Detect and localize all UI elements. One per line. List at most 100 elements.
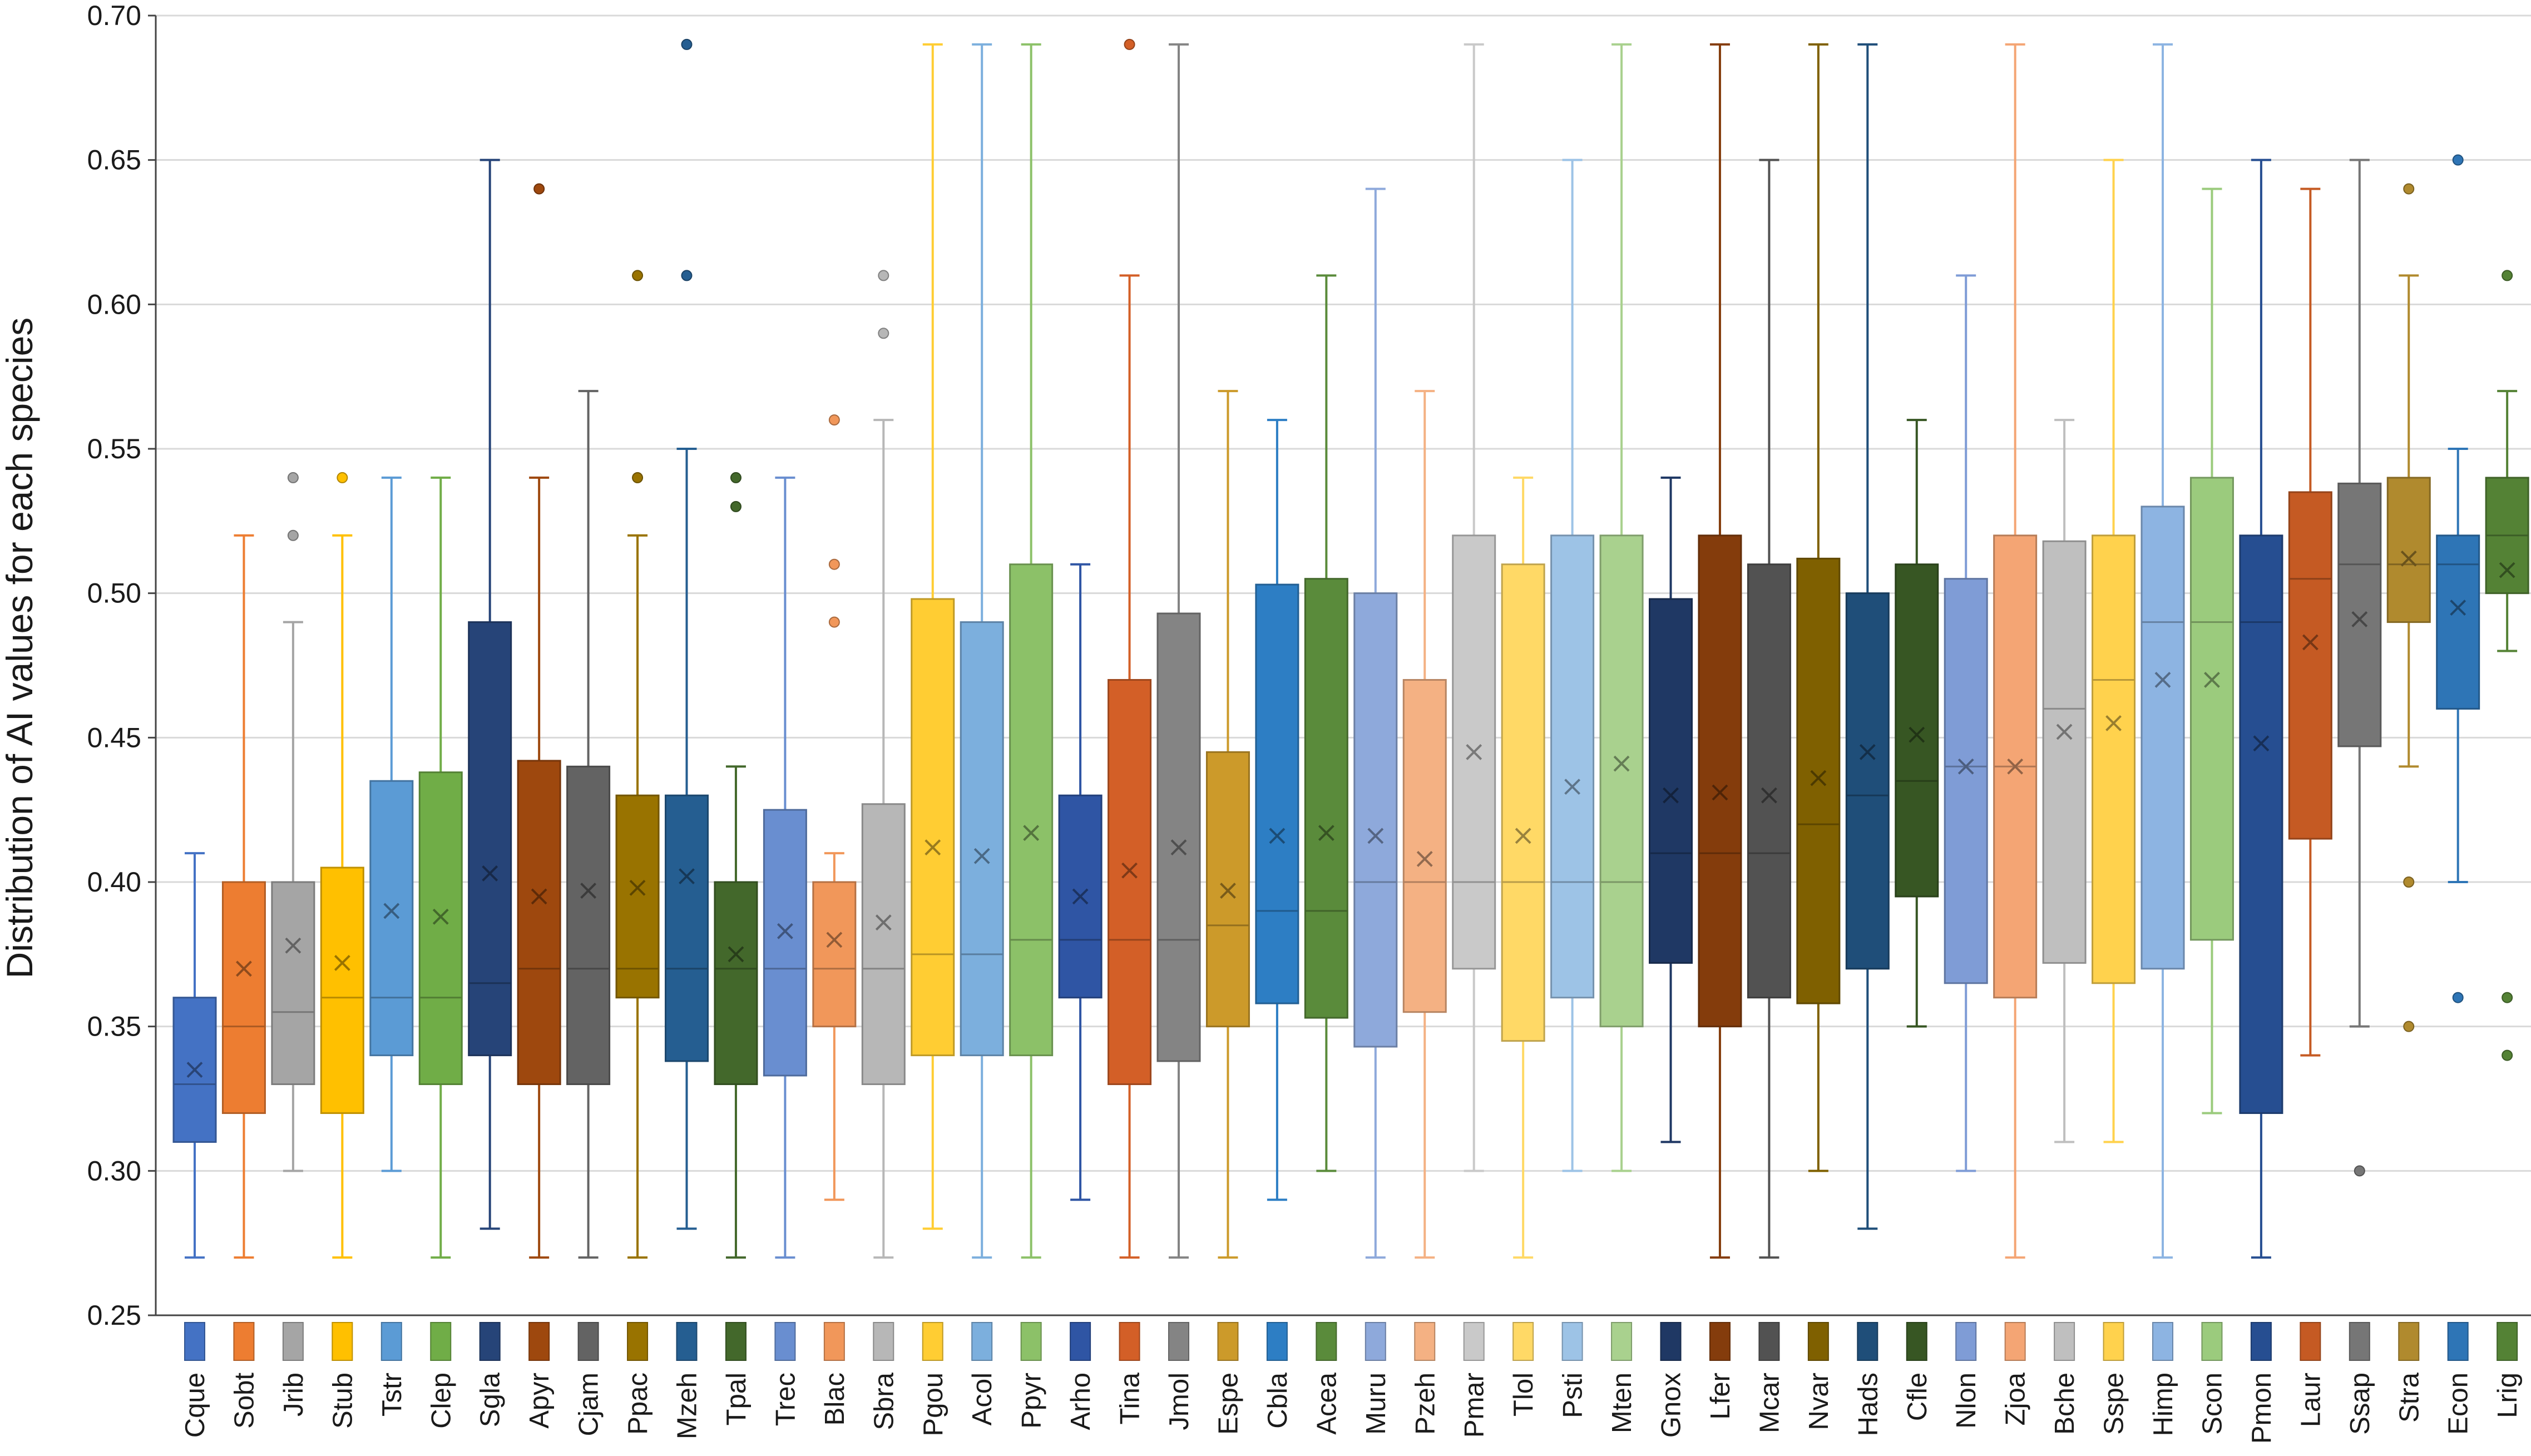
mean-marker [2154, 672, 2171, 688]
iqr-box [763, 809, 807, 1077]
box-bche [2042, 419, 2087, 1143]
x-category-label: Mzeh [673, 1373, 703, 1439]
x-category-label: Tina [1115, 1372, 1145, 1424]
legend-swatch-mzeh [676, 1322, 698, 1361]
iqr-box [1009, 563, 1054, 1057]
x-category-label: Clep [426, 1373, 456, 1429]
legend-swatch-econ [2447, 1322, 2469, 1361]
box-cbla [1255, 419, 1299, 1201]
mean-marker [973, 848, 990, 864]
box-mzeh [665, 38, 709, 1230]
iqr-box [1895, 563, 1939, 898]
mean-marker [875, 914, 892, 931]
legend-swatch-laur [2300, 1322, 2321, 1361]
mean-marker [334, 954, 350, 971]
legend-swatch-jrib [282, 1322, 304, 1361]
legend-swatch-himp [2152, 1322, 2173, 1361]
legend-swatch-mcar [1758, 1322, 1780, 1361]
legend-swatch-jmol [1168, 1322, 1189, 1361]
mean-marker [1613, 755, 1630, 772]
box-ppac [615, 270, 660, 1259]
x-category-label: Laur [2296, 1373, 2326, 1427]
legend-swatch-stub [332, 1322, 353, 1361]
box-acol [960, 43, 1004, 1259]
box-sgla [468, 159, 512, 1230]
box-laur [2288, 187, 2332, 1057]
iqr-box [1550, 534, 1595, 999]
legend-swatch-tpal [725, 1322, 747, 1361]
mean-marker [1121, 862, 1138, 879]
box-nvar [1796, 43, 1841, 1172]
x-category-label: Zjoa [2001, 1372, 2031, 1425]
outlier-point [730, 501, 741, 512]
iqr-box [665, 794, 709, 1062]
box-stub [320, 472, 364, 1259]
box-arho [1058, 563, 1103, 1201]
box-lrig [2485, 270, 2529, 1061]
iqr-box [911, 598, 955, 1057]
box-lfer [1698, 43, 1742, 1259]
mean-marker [1761, 787, 1777, 804]
mean-marker [2105, 715, 2122, 731]
iqr-box [2141, 506, 2185, 970]
mean-marker [2450, 600, 2466, 616]
x-category-label: Lfer [1706, 1373, 1736, 1419]
outlier-point [533, 183, 545, 195]
mean-marker [2056, 724, 2073, 740]
legend-swatch-stra [2398, 1322, 2420, 1361]
outlier-point [828, 414, 840, 426]
x-category-label: Sgla [476, 1372, 506, 1427]
outlier-point [828, 558, 840, 570]
x-category-label: Cbla [1263, 1372, 1293, 1429]
outlier-point [2403, 876, 2415, 888]
legend-swatch-pgou [922, 1322, 943, 1361]
iqr-box [2337, 482, 2382, 747]
legend-swatch-sgla [479, 1322, 501, 1361]
mean-marker [629, 879, 646, 896]
box-scon [2189, 187, 2234, 1115]
legend-swatch-arho [1070, 1322, 1091, 1361]
outlier-point [2354, 1165, 2365, 1177]
iqr-box [714, 881, 758, 1086]
box-mcar [1747, 159, 1791, 1259]
x-category-label: Cjam [574, 1373, 604, 1436]
iqr-box [2189, 477, 2234, 941]
x-category-label: Econ [2444, 1373, 2474, 1435]
iqr-box [566, 765, 611, 1086]
legend-swatch-ppac [627, 1322, 649, 1361]
box-stra [2386, 183, 2431, 1032]
x-category-label: Cque [180, 1373, 210, 1438]
outlier-point [287, 472, 299, 483]
iqr-box [1845, 592, 1890, 970]
x-category-label: Apyr [525, 1373, 555, 1429]
legend-swatches [184, 1322, 2518, 1361]
iqr-box [960, 621, 1004, 1057]
outlier-point [2452, 154, 2464, 166]
box-pgou [911, 43, 955, 1230]
category-labels: Cque Sobt Jrib Stub Tstr Clep Sgla Apyr Cjam Ppac… [180, 1372, 2523, 1444]
iqr-box [320, 866, 364, 1114]
mean-marker [2007, 758, 2024, 775]
mean-marker [432, 908, 449, 925]
box-himp [2141, 43, 2185, 1259]
iqr-box [615, 794, 660, 999]
outlier-point [632, 270, 644, 281]
y-tick-label: 0.25 [87, 1300, 141, 1331]
y-tick-label: 0.55 [87, 433, 141, 464]
x-category-label: Psti [1558, 1373, 1588, 1418]
x-category-label: Scon [2197, 1373, 2227, 1435]
box-jmol [1156, 43, 1201, 1259]
iqr-box [1698, 534, 1742, 1028]
mean-marker [1367, 828, 1384, 844]
mean-marker [1957, 758, 1974, 775]
y-tick-label: 0.35 [87, 1011, 141, 1042]
mean-marker [1859, 744, 1876, 760]
legend-swatch-espe [1217, 1322, 1239, 1361]
outlier-point [287, 529, 299, 541]
iqr-box [418, 771, 463, 1086]
iqr-box [812, 881, 857, 1028]
x-category-label: Tpal [721, 1373, 752, 1425]
x-category-label: Arho [1066, 1373, 1096, 1430]
x-category-label: Stub [328, 1373, 358, 1429]
iqr-box [1944, 578, 1988, 984]
